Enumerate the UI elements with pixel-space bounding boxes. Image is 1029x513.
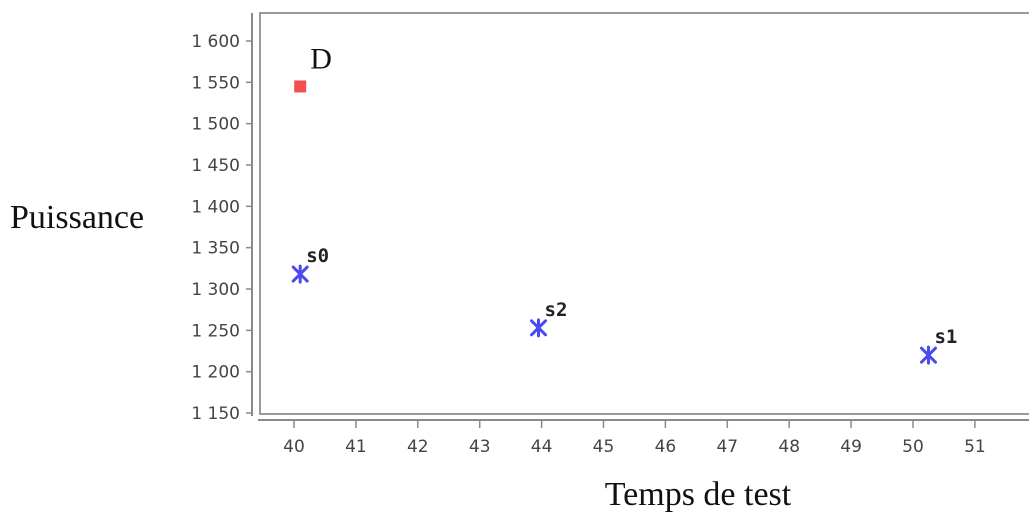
y-tick-label: 1 450: [191, 156, 240, 176]
x-tick-label: 51: [964, 437, 986, 457]
point-s1: s1: [919, 326, 957, 365]
x-tick-label: 48: [778, 437, 800, 457]
star-marker: [919, 345, 937, 365]
point-label: s0: [306, 245, 329, 267]
star-marker: [291, 264, 309, 284]
x-ticks: 40 41 42 43 44 45 46 47 48 49 50 51: [283, 420, 986, 457]
y-tick-label: 1 350: [191, 239, 240, 259]
data-points: Ds0 s2 s1: [291, 42, 957, 365]
y-tick-label: 1 500: [191, 115, 240, 135]
x-tick-label: 40: [283, 437, 305, 457]
point-label: D: [310, 42, 332, 75]
point-label: s2: [545, 299, 568, 321]
x-tick-label: 46: [655, 437, 677, 457]
y-tick-label: 1 200: [191, 363, 240, 383]
x-tick-label: 47: [716, 437, 738, 457]
y-tick-label: 1 250: [191, 321, 240, 341]
y-tick-label: 1 400: [191, 197, 240, 217]
square-marker: [294, 80, 307, 93]
y-tick-label: 1 550: [191, 73, 240, 93]
y-tick-label: 1 150: [191, 404, 240, 424]
point-s2: s2: [530, 299, 568, 338]
x-axis-title: Temps de test: [605, 476, 792, 513]
y-tick-label: 1 300: [191, 280, 240, 300]
point-D: D: [294, 42, 332, 93]
x-tick-label: 43: [469, 437, 491, 457]
x-tick-label: 42: [407, 437, 429, 457]
x-tick-label: 41: [345, 437, 367, 457]
star-marker: [530, 318, 548, 338]
y-ticks: 1 150 1 200 1 250 1 300 1 350 1 400 1 450 1 500…: [191, 32, 252, 424]
x-tick-label: 49: [840, 437, 862, 457]
x-tick-label: 50: [902, 437, 924, 457]
plot-frame: [259, 12, 1029, 415]
y-tick-label: 1 600: [191, 32, 240, 52]
point-s0: s0: [291, 245, 329, 284]
y-axis-title: Puissance: [10, 199, 144, 236]
x-tick-label: 45: [593, 437, 615, 457]
point-label: s1: [934, 326, 957, 348]
x-tick-label: 44: [531, 437, 553, 457]
